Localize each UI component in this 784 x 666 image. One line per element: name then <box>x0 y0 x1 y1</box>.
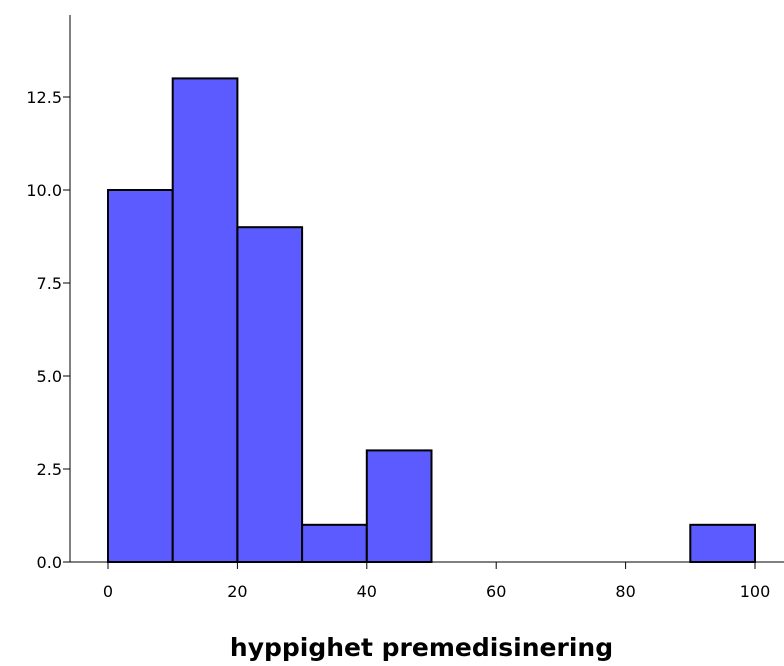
y-tick-label: 10.0 <box>26 181 62 200</box>
x-tick-label: 40 <box>357 582 377 601</box>
histogram-bar-30-40 <box>301 523 368 563</box>
x-tick-label: 100 <box>740 582 771 601</box>
y-tick-label: 12.5 <box>26 88 62 107</box>
x-tick-label: 0 <box>103 582 113 601</box>
histogram-bar-90-100 <box>689 523 756 563</box>
y-tick-label: 2.5 <box>37 460 62 479</box>
x-axis-title: hyppighet premedisinering <box>230 633 613 662</box>
histogram-bar-40-50 <box>365 449 433 563</box>
y-tick-label: 5.0 <box>37 367 62 386</box>
histogram-bar-10-20 <box>171 77 239 564</box>
bars-group <box>107 77 756 564</box>
histogram-bar-20-30 <box>236 226 304 563</box>
y-tick-label: 7.5 <box>37 274 62 293</box>
histogram-bar-0-10 <box>107 189 174 563</box>
y-ticks-group: 0.0 2.5 5.0 7.5 10.0 12.5 <box>26 88 70 572</box>
x-tick-label: 80 <box>615 582 635 601</box>
x-tick-label: 20 <box>227 582 247 601</box>
x-ticks-group: 0 20 40 60 80 100 <box>103 562 770 601</box>
y-tick-label: 0.0 <box>37 553 62 572</box>
x-tick-label: 60 <box>486 582 506 601</box>
